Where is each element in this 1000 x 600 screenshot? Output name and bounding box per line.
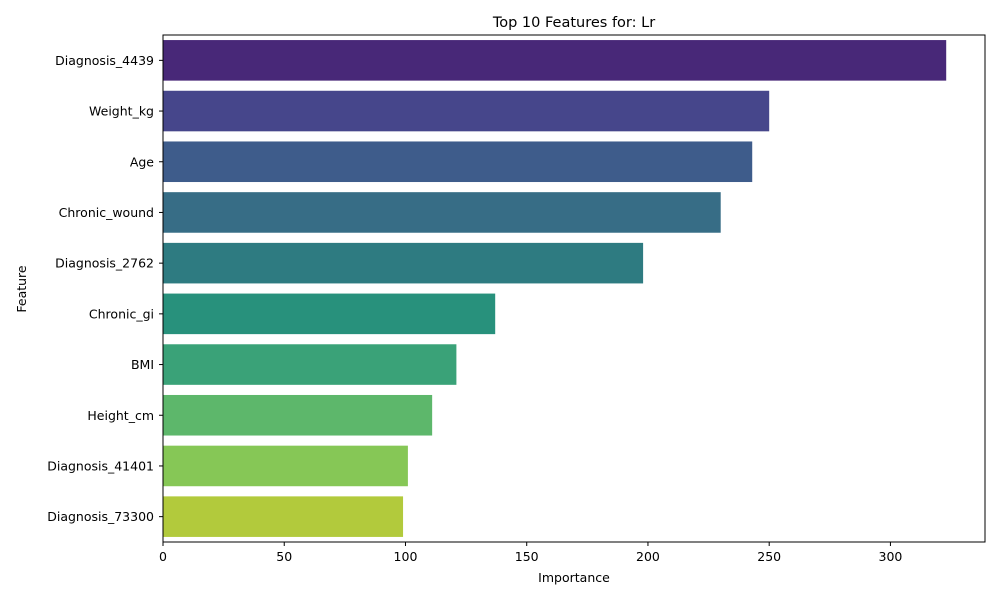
y-tick-label: Height_cm <box>87 408 154 423</box>
y-tick-label: Age <box>130 154 154 169</box>
bar <box>163 40 947 81</box>
bar <box>163 90 770 132</box>
y-axis-label: Feature <box>14 265 29 313</box>
bar <box>163 293 496 335</box>
bar <box>163 344 457 385</box>
bars-group <box>163 40 947 537</box>
x-tick-label: 300 <box>879 549 903 564</box>
bar <box>163 394 433 436</box>
x-tick-label: 100 <box>394 549 418 564</box>
y-tick-label: Diagnosis_73300 <box>47 509 154 524</box>
y-tick-label: Diagnosis_41401 <box>47 458 154 473</box>
bar <box>163 192 721 233</box>
y-tick-label: Chronic_gi <box>89 306 154 321</box>
bar <box>163 496 404 537</box>
x-axis-label: Importance <box>538 570 610 585</box>
y-tick-label: Diagnosis_4439 <box>55 53 154 68</box>
plot-frame <box>162 34 986 543</box>
x-tick-label: 0 <box>159 549 167 564</box>
bar <box>163 141 753 183</box>
y-tick-label: Weight_kg <box>89 104 154 119</box>
y-tick-label: Chronic_wound <box>59 205 154 220</box>
x-tick-label: 150 <box>515 549 539 564</box>
bar <box>163 445 408 487</box>
bar <box>163 242 644 284</box>
x-tick-label: 50 <box>276 549 292 564</box>
y-axis-ticks: Diagnosis_4439 Weight_kg Age Chronic_wound D… <box>47 53 163 524</box>
y-tick-label: BMI <box>131 357 154 372</box>
y-tick-label: Diagnosis_2762 <box>55 256 154 271</box>
chart-title: Top 10 Features for: Lr <box>492 15 655 31</box>
x-tick-label: 250 <box>757 549 781 564</box>
x-axis-ticks: 0 50 100 150 200 250 300 <box>159 542 902 564</box>
x-tick-label: 200 <box>636 549 660 564</box>
